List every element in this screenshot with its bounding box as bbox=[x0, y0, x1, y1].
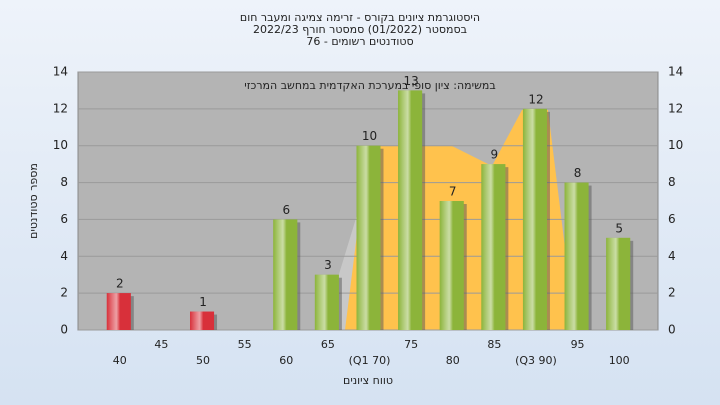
value-label: 8 bbox=[574, 166, 582, 180]
bar-shine bbox=[481, 164, 506, 330]
chart-subtitle: סטודנטים רשומים - 76 bbox=[306, 35, 413, 48]
y-tick-label: 8 bbox=[60, 175, 68, 189]
value-label: 2 bbox=[116, 277, 124, 291]
chart-title: היסטוגרמת ציונים בקורס - זרימה צמיגה ומע… bbox=[240, 11, 480, 24]
y-tick-label: 2 bbox=[668, 286, 676, 300]
bar-shine bbox=[356, 145, 381, 330]
bar-shine bbox=[606, 237, 631, 330]
y-tick-label: 12 bbox=[668, 101, 683, 115]
x-tick-label: (Q3 90) bbox=[515, 354, 557, 367]
y-axis-label: מספר סטודנטים bbox=[27, 163, 40, 239]
y-tick-label: 10 bbox=[53, 138, 68, 152]
y-tick-label: 6 bbox=[668, 212, 676, 226]
y-tick-label: 6 bbox=[60, 212, 68, 226]
bars: 2 1 6 3 10 13 7 9 12 8 5 bbox=[106, 74, 634, 330]
bar-shine bbox=[314, 274, 339, 330]
x-tick-label: 85 bbox=[487, 338, 501, 351]
x-tick-label: 50 bbox=[196, 354, 210, 367]
bar-shine bbox=[564, 182, 589, 330]
value-label: 5 bbox=[615, 221, 623, 235]
y-tick-label: 14 bbox=[53, 65, 68, 79]
y-tick-label: 0 bbox=[668, 323, 676, 337]
value-label: 9 bbox=[491, 148, 499, 162]
x-axis-label: טווח ציונים bbox=[343, 374, 393, 387]
y-tick-label: 10 bbox=[668, 138, 683, 152]
bar-shine bbox=[439, 201, 464, 330]
bar-shine bbox=[190, 311, 215, 330]
bar-shine bbox=[273, 219, 298, 330]
bar-shine bbox=[106, 293, 131, 330]
value-label: 6 bbox=[282, 203, 290, 217]
x-tick-label: 45 bbox=[154, 338, 168, 351]
chart-subtitle: בסמסטר (01/2022) סמסטר חורף 2022/23 bbox=[253, 23, 467, 36]
y-tick-label: 14 bbox=[668, 65, 683, 79]
value-label: 1 bbox=[199, 295, 207, 309]
x-tick-label: 75 bbox=[404, 338, 418, 351]
annotation: במשימה: ציון סופי במערכת האקדמית במחשב ה… bbox=[244, 79, 495, 92]
x-tick-label: 40 bbox=[113, 354, 127, 367]
x-tick-label: 100 bbox=[609, 354, 630, 367]
value-label: 13 bbox=[403, 74, 418, 88]
y-tick-label: 12 bbox=[53, 101, 68, 115]
bar-shine bbox=[522, 108, 547, 330]
value-label: 3 bbox=[324, 258, 332, 272]
x-tick-label: 60 bbox=[279, 354, 293, 367]
y-tick-label: 2 bbox=[60, 286, 68, 300]
y-tick-label: 4 bbox=[60, 249, 68, 263]
value-label: 7 bbox=[449, 185, 457, 199]
bar-shine bbox=[398, 90, 423, 330]
value-label: 12 bbox=[528, 92, 543, 106]
value-label: 10 bbox=[362, 129, 377, 143]
y-tick-label: 4 bbox=[668, 249, 676, 263]
x-tick-label: 65 bbox=[321, 338, 335, 351]
y-tick-label: 0 bbox=[60, 323, 68, 337]
x-tick-label: 80 bbox=[446, 354, 460, 367]
x-tick-label: (Q1 70) bbox=[349, 354, 391, 367]
x-tick-label: 55 bbox=[238, 338, 252, 351]
x-tick-label: 95 bbox=[571, 338, 585, 351]
y-tick-label: 8 bbox=[668, 175, 676, 189]
